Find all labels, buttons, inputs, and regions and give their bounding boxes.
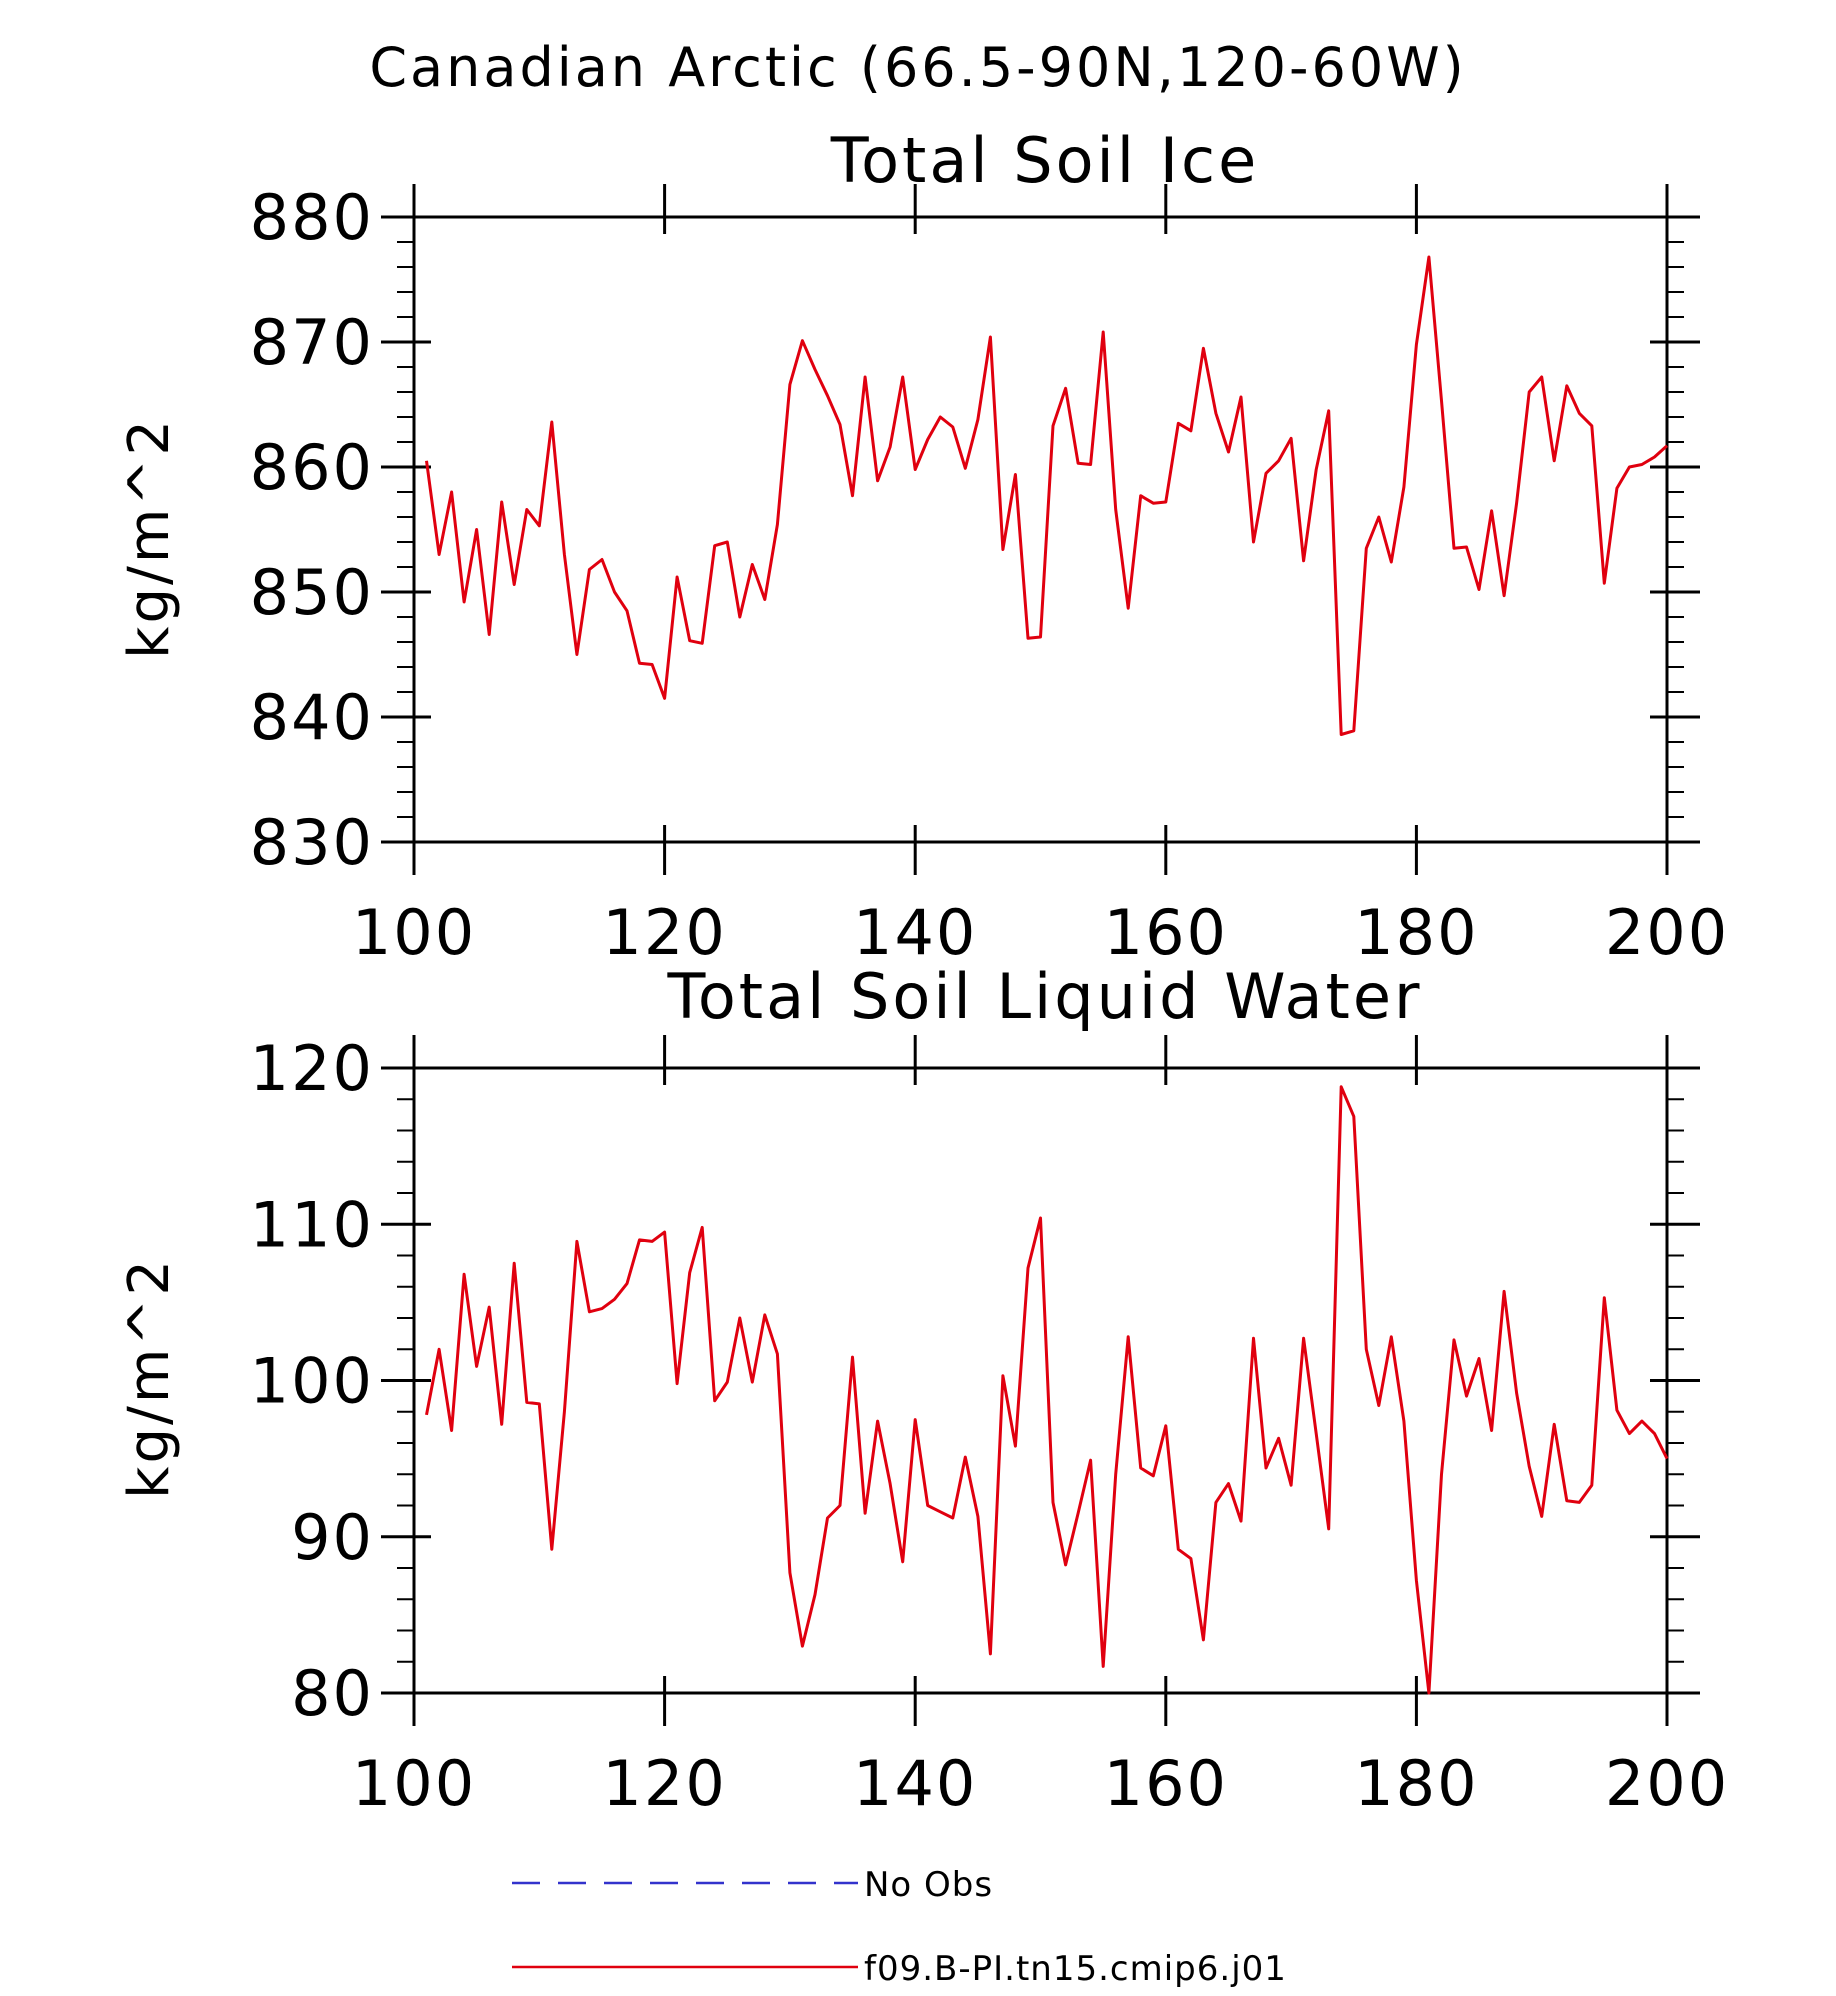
- tick-labels-soil-ice: 830 840 850 860 870 880 100 120 140 160 180 200: [250, 181, 1729, 969]
- y-tick-label-soil-liquid-water: 110: [250, 1188, 374, 1261]
- x-tick-label-soil-liquid-water: 140: [853, 1747, 977, 1820]
- x-tick-label-soil-ice: 120: [602, 896, 726, 969]
- tick-labels-soil-liquid-water: 80 90 100 110 120 100 120 140 160 180 200: [250, 1032, 1729, 1820]
- y-tick-label-soil-ice: 840: [250, 681, 374, 754]
- y-tick-label-soil-ice: 870: [250, 306, 374, 379]
- y-tick-label-soil-ice: 860: [250, 431, 374, 504]
- y-tick-label-soil-liquid-water: 90: [291, 1501, 374, 1574]
- x-tick-label-soil-liquid-water: 160: [1104, 1747, 1228, 1820]
- legend-entry-no-obs: No Obs: [512, 1865, 993, 1905]
- x-tick-label-soil-ice: 160: [1104, 896, 1228, 969]
- minor-ticks-soil-ice: [397, 216, 1684, 843]
- x-tick-label-soil-liquid-water: 100: [352, 1747, 476, 1820]
- soil-liquid-water-panel: Total Soil Liquid Water kg/m^2 80 90 100 11…: [117, 960, 1729, 1820]
- legend-label-model-run: f09.B-PI.tn15.cmip6.j01: [864, 1949, 1287, 1989]
- y-tick-label-soil-liquid-water: 120: [250, 1032, 374, 1105]
- legend-entry-model-run: f09.B-PI.tn15.cmip6.j01: [512, 1949, 1287, 1989]
- major-ticks-soil-ice: [381, 184, 1700, 875]
- x-tick-label-soil-ice: 100: [352, 896, 476, 969]
- x-tick-label-soil-liquid-water: 180: [1354, 1747, 1478, 1820]
- y-tick-label-soil-ice: 850: [250, 556, 374, 629]
- major-ticks-soil-liquid-water: [381, 1035, 1700, 1726]
- x-tick-label-soil-ice: 180: [1354, 896, 1478, 969]
- legend: No Obs f09.B-PI.tn15.cmip6.j01: [512, 1865, 1287, 1989]
- panel-title-soil-liquid-water: Total Soil Liquid Water: [667, 960, 1423, 1033]
- legend-label-no-obs: No Obs: [864, 1865, 993, 1905]
- y-tick-label-soil-ice: 880: [250, 181, 374, 254]
- x-tick-label-soil-liquid-water: 200: [1605, 1747, 1729, 1820]
- figure-title: Canadian Arctic (66.5-90N,120-60W): [369, 36, 1466, 99]
- x-tick-label-soil-liquid-water: 120: [602, 1747, 726, 1820]
- plot-frame-soil-ice: [412, 215, 1669, 844]
- y-axis-label-soil-ice: kg/m^2: [117, 417, 182, 659]
- y-tick-label-soil-ice: 830: [250, 806, 374, 879]
- series-line-soil-ice: [425, 255, 1669, 736]
- y-tick-label-soil-liquid-water: 100: [250, 1345, 374, 1418]
- x-tick-label-soil-ice: 140: [853, 896, 977, 969]
- soil-ice-panel: Total Soil Ice kg/m^2 830 840 850 860 870 880…: [117, 124, 1729, 969]
- minor-ticks-soil-liquid-water: [397, 1067, 1684, 1694]
- y-axis-label-soil-liquid-water: kg/m^2: [117, 1257, 182, 1499]
- y-tick-label-soil-liquid-water: 80: [291, 1657, 374, 1730]
- series-line-soil-liquid-water: [425, 1085, 1669, 1695]
- plot-frame-soil-liquid-water: [412, 1066, 1669, 1695]
- panel-title-soil-ice: Total Soil Ice: [830, 124, 1259, 197]
- x-tick-label-soil-ice: 200: [1605, 896, 1729, 969]
